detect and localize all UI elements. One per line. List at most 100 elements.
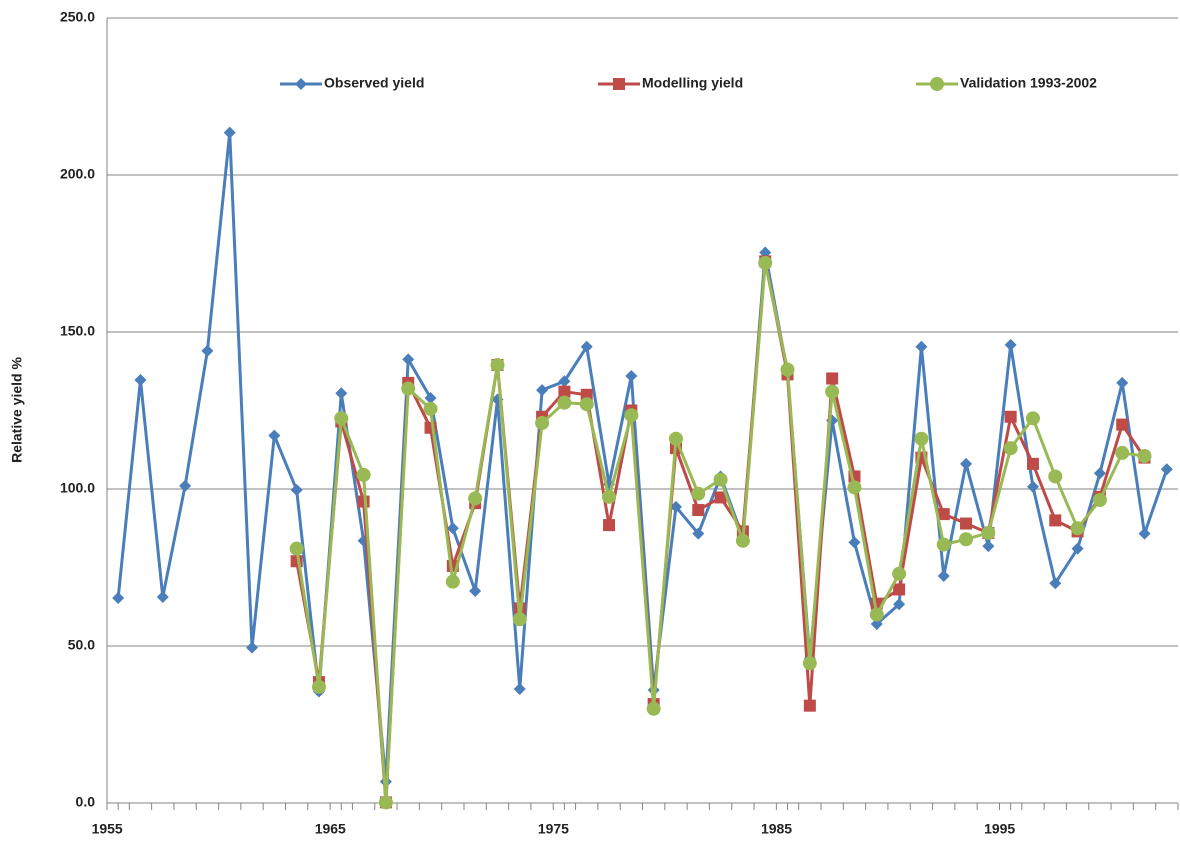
marker — [603, 519, 616, 532]
marker — [826, 372, 839, 385]
marker — [1025, 411, 1040, 426]
marker — [758, 255, 773, 270]
marker — [513, 683, 526, 696]
marker — [959, 532, 974, 547]
marker — [646, 701, 661, 716]
marker — [1049, 577, 1062, 590]
marker — [735, 533, 750, 548]
legend-label: Modelling yield — [642, 75, 743, 91]
marker — [848, 536, 861, 549]
marker — [1004, 410, 1017, 423]
marker — [602, 489, 617, 504]
marker — [915, 340, 928, 353]
marker — [1026, 457, 1039, 470]
marker — [580, 340, 593, 353]
marker — [892, 566, 907, 581]
marker — [669, 500, 682, 513]
marker — [401, 381, 416, 396]
marker — [691, 486, 706, 501]
marker — [1138, 527, 1151, 540]
x-tick-label: 1985 — [761, 821, 792, 837]
marker — [468, 491, 483, 506]
marker — [580, 388, 593, 401]
marker — [1049, 514, 1062, 527]
marker — [335, 387, 348, 400]
marker — [446, 522, 459, 535]
marker — [423, 401, 438, 416]
marker — [134, 374, 147, 387]
marker — [179, 479, 192, 492]
marker — [334, 411, 349, 426]
marker — [624, 408, 639, 423]
marker — [289, 541, 304, 556]
marker — [201, 344, 214, 357]
marker — [1116, 418, 1129, 431]
marker — [1026, 480, 1039, 493]
marker — [692, 527, 705, 540]
y-tick-label: 250.0 — [60, 9, 95, 25]
marker — [893, 598, 906, 611]
marker — [311, 679, 326, 694]
marker — [1071, 542, 1084, 555]
marker — [579, 397, 594, 412]
legend-marker — [930, 77, 944, 91]
marker — [1093, 467, 1106, 480]
marker — [223, 126, 236, 139]
x-tick-label: 1965 — [315, 821, 346, 837]
marker — [424, 391, 437, 404]
marker — [1116, 376, 1129, 389]
marker — [668, 431, 683, 446]
legend-label: Validation 1993-2002 — [960, 75, 1097, 91]
x-tick-label: 1955 — [92, 821, 123, 837]
y-tick-label: 100.0 — [60, 480, 95, 496]
marker — [1137, 449, 1152, 464]
marker — [445, 574, 460, 589]
marker — [1048, 469, 1063, 484]
marker — [469, 585, 482, 598]
marker — [692, 504, 705, 517]
y-tick-label: 50.0 — [68, 637, 95, 653]
marker — [914, 431, 929, 446]
marker — [356, 467, 371, 482]
marker — [759, 246, 772, 259]
marker — [1092, 492, 1107, 507]
marker — [156, 591, 169, 604]
marker — [1160, 463, 1173, 476]
marker — [1070, 521, 1085, 536]
marker — [780, 362, 795, 377]
y-tick-label: 200.0 — [60, 166, 95, 182]
marker — [536, 384, 549, 397]
marker — [803, 699, 816, 712]
marker — [112, 591, 125, 604]
marker — [557, 395, 572, 410]
marker — [802, 656, 817, 671]
series — [289, 255, 1152, 810]
series — [290, 255, 1151, 809]
marker — [402, 353, 415, 366]
marker — [1115, 445, 1130, 460]
marker — [847, 480, 862, 495]
marker — [870, 618, 883, 631]
y-axis-label: Relative yield % — [9, 357, 25, 463]
marker — [960, 517, 973, 530]
y-tick-label: 150.0 — [60, 323, 95, 339]
marker — [558, 385, 571, 398]
marker — [357, 495, 370, 508]
marker — [981, 525, 996, 540]
marker — [378, 795, 393, 810]
marker — [535, 416, 550, 431]
marker — [1004, 338, 1017, 351]
marker — [937, 569, 950, 582]
legend-marker — [613, 78, 625, 90]
legend-marker — [295, 78, 307, 90]
x-tick-label: 1975 — [538, 821, 569, 837]
series-line — [295, 262, 1145, 803]
marker — [713, 472, 728, 487]
marker — [714, 491, 727, 504]
marker — [268, 429, 281, 442]
x-tick-label: 1995 — [984, 821, 1015, 837]
marker — [960, 457, 973, 470]
marker — [937, 508, 950, 521]
marker — [246, 641, 259, 654]
